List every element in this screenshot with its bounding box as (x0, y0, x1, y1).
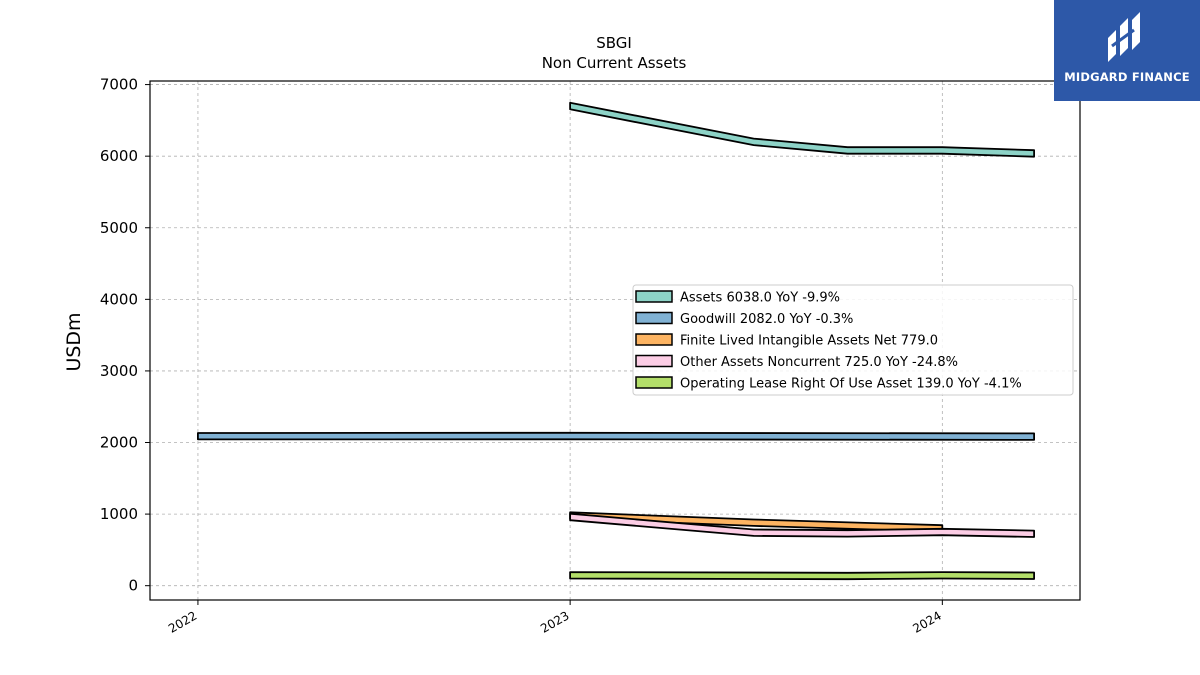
legend-swatch (635, 311, 673, 325)
chart-subtitle: Non Current Assets (542, 54, 687, 72)
y-tick-label: 3000 (100, 362, 138, 380)
legend-label: Assets 6038.0 YoY -9.9% (680, 291, 840, 306)
legend-swatch (635, 290, 673, 303)
y-tick-label: 7000 (100, 76, 138, 94)
legend-label: Finite Lived Intangible Assets Net 779.0 (680, 334, 938, 349)
series-band-0 (569, 101, 1035, 158)
y-tick-label: 0 (128, 577, 138, 595)
x-tick-label: 2024 (910, 608, 943, 635)
legend-label: Goodwill 2082.0 YoY -0.3% (680, 312, 853, 327)
chart-title: SBGI (596, 34, 632, 52)
y-tick-label: 2000 (100, 434, 138, 452)
brand-logo: MIDGARD FINANCE (1054, 0, 1200, 101)
legend-swatch (635, 354, 673, 368)
brand-logo-icon (1108, 12, 1140, 62)
legend-swatch (635, 376, 673, 389)
legend: Assets 6038.0 YoY -9.9% Goodwill 2082.0 Y… (632, 284, 1074, 396)
y-tick-label: 1000 (100, 505, 138, 523)
x-tick-label: 2022 (166, 608, 199, 635)
series-band-3 (569, 512, 1035, 538)
legend-label: Operating Lease Right Of Use Asset 139.0… (680, 377, 1022, 392)
legend-label: Other Assets Noncurrent 725.0 YoY -24.8% (680, 355, 958, 370)
plot-frame (149, 80, 1081, 601)
brand-name: MIDGARD FINANCE (1064, 70, 1190, 84)
y-axis-label: USDm (63, 312, 85, 371)
x-tick-label: 2023 (538, 608, 571, 635)
series-layer (196, 101, 1035, 581)
legend-swatch (635, 333, 673, 346)
series-band-1 (196, 431, 1035, 441)
series-band-4 (569, 571, 1035, 581)
legend-box (632, 284, 1074, 396)
y-tick-label: 4000 (100, 290, 138, 308)
y-tick-label: 5000 (100, 219, 138, 237)
y-tick-label: 6000 (100, 147, 138, 165)
